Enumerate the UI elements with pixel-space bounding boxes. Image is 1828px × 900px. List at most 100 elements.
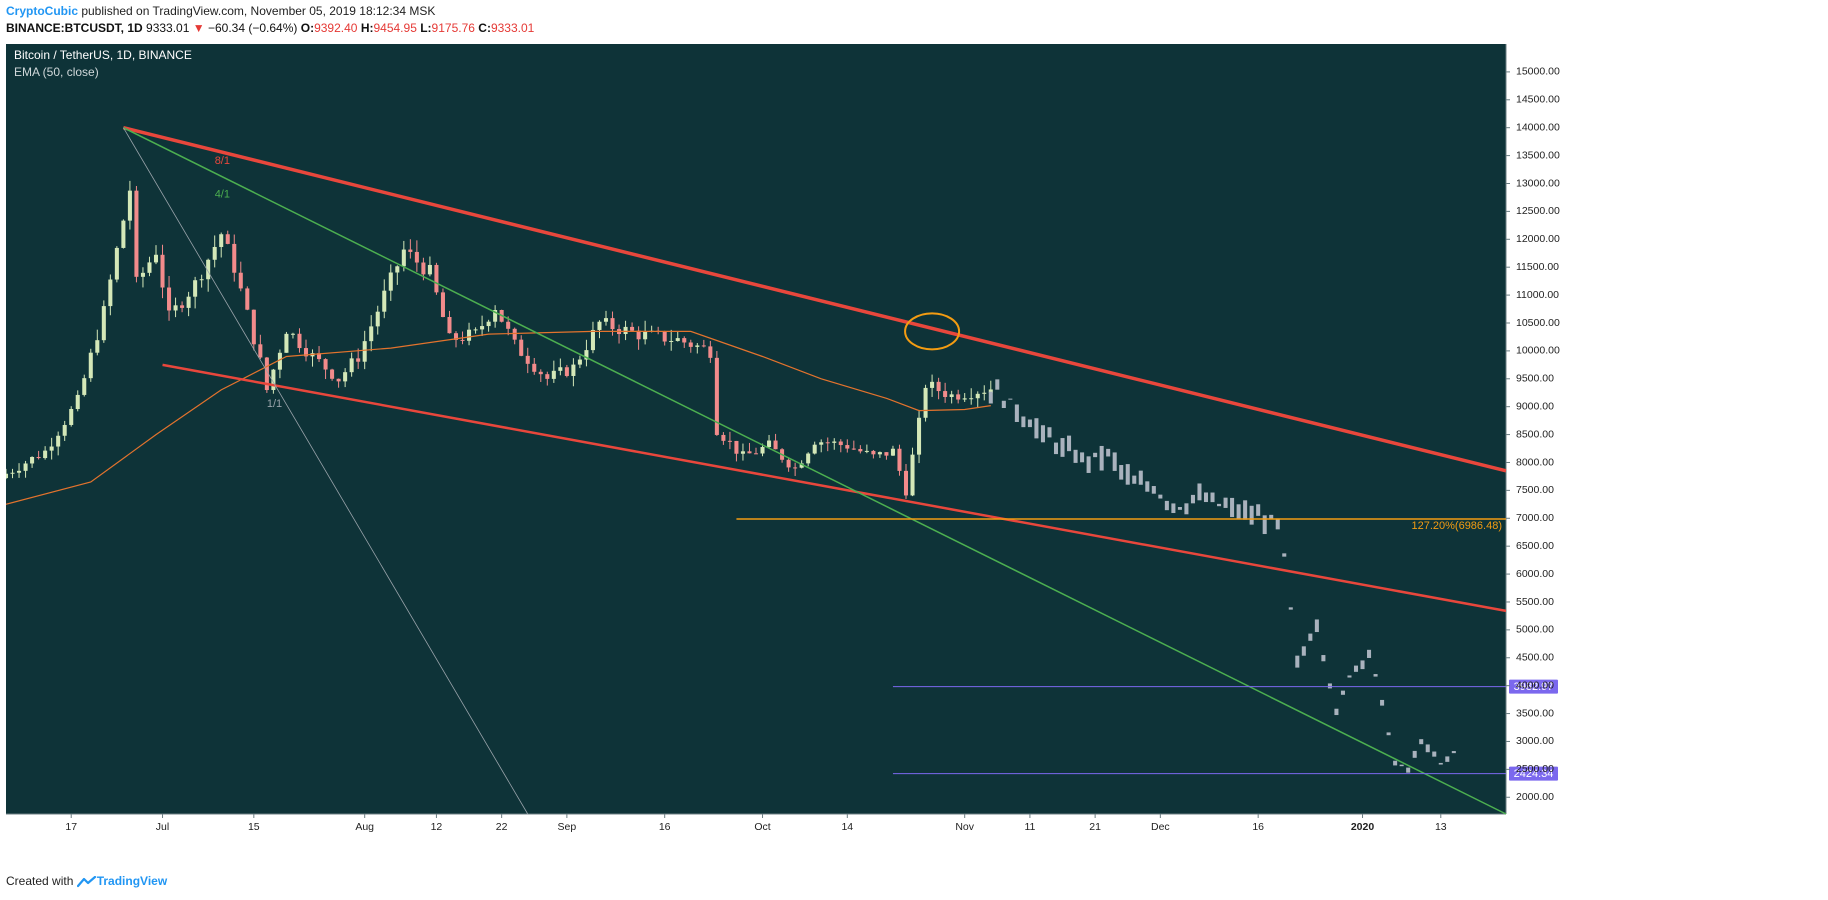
- candle: [571, 358, 576, 387]
- candle: [284, 331, 289, 353]
- candle: [121, 219, 126, 249]
- indicator-legend[interactable]: EMA (50, close): [14, 65, 99, 79]
- price-tick-label: 15000.00: [1516, 66, 1560, 78]
- open-label: O:: [300, 21, 315, 35]
- candle: [75, 390, 80, 412]
- candle: [473, 327, 478, 334]
- chart-header: CryptoCubic published on TradingView.com…: [0, 0, 1828, 42]
- projection-bar: [1034, 418, 1039, 439]
- candle: [943, 382, 948, 403]
- projection-bar: [1275, 518, 1280, 530]
- candle: [819, 439, 824, 453]
- upper-channel-line[interactable]: [122, 125, 1507, 473]
- fan-1-1-line[interactable]: [123, 127, 529, 815]
- candle: [962, 393, 967, 402]
- candle: [147, 256, 152, 277]
- candle: [160, 244, 165, 299]
- quote-line: BINANCE:BTCUSDT, 1D 9333.01 ▼ −60.34 (−0…: [6, 21, 534, 35]
- projection-bar: [1347, 675, 1352, 678]
- plot-background: [6, 44, 1506, 814]
- time-tick-label: 16: [1252, 821, 1264, 833]
- chart-area[interactable]: 127.20%(6986.48) 3982.97 2424.34 8/1 4/1 1/1…: [3, 44, 1828, 862]
- fan-4-1-line[interactable]: [123, 127, 1507, 815]
- candle: [264, 356, 269, 393]
- projection-bar: [1223, 497, 1228, 508]
- candle: [49, 437, 54, 460]
- candle: [434, 262, 439, 295]
- candle: [858, 445, 863, 454]
- projection-bar: [1099, 445, 1104, 471]
- candle: [323, 358, 328, 380]
- candle: [532, 357, 537, 375]
- price-chart[interactable]: 127.20%(6986.48) 3982.97 2424.34 8/1 4/1 1/1…: [3, 44, 1828, 862]
- price-tick-label: 2500.00: [1516, 763, 1554, 775]
- projection-bar: [1360, 660, 1365, 670]
- candle: [838, 439, 843, 453]
- price-tick-label: 12000.00: [1516, 233, 1560, 245]
- price-tick-label: 14000.00: [1516, 121, 1560, 133]
- price-tick-label: 8000.00: [1516, 456, 1554, 468]
- projection-bar: [1393, 760, 1398, 766]
- candle: [10, 468, 15, 479]
- candle: [43, 446, 48, 460]
- candle: [3, 468, 9, 480]
- candle: [884, 452, 889, 460]
- tradingview-link[interactable]: TradingView: [96, 874, 168, 888]
- candle: [851, 440, 856, 450]
- level-axis-label: 2424.34: [1514, 768, 1554, 780]
- projection-bar: [1432, 751, 1437, 757]
- projection-bar: [1164, 500, 1169, 511]
- candle: [36, 450, 41, 460]
- time-tick-label: 2020: [1351, 821, 1375, 833]
- candle: [747, 442, 752, 454]
- candle: [682, 336, 687, 348]
- time-tick-label: Nov: [955, 821, 974, 833]
- projection-bar: [1321, 655, 1326, 662]
- candle: [701, 339, 706, 348]
- candle: [297, 328, 302, 353]
- candle: [558, 358, 563, 376]
- symbol: BINANCE:BTCUSDT, 1D: [6, 21, 143, 35]
- lower-channel-line[interactable]: [162, 363, 1507, 613]
- candle: [388, 264, 393, 301]
- projection-bar: [1230, 497, 1235, 518]
- candle: [206, 258, 211, 292]
- tradingview-logo-icon: [76, 875, 96, 887]
- candle: [140, 267, 145, 288]
- author-link[interactable]: CryptoCubic: [6, 4, 78, 18]
- candle: [343, 368, 348, 388]
- candle: [538, 369, 543, 382]
- projection-bar: [1184, 503, 1189, 515]
- projection-bar: [1106, 448, 1111, 457]
- fan-labels: 8/1 4/1 1/1: [215, 155, 282, 410]
- candle: [936, 377, 941, 400]
- projection-bar: [1288, 607, 1293, 610]
- candle: [982, 385, 987, 401]
- price-axis[interactable]: 2000.00 2500.00 3000.00 3500.00 4000.00 4500.…: [1506, 66, 1560, 803]
- candle: [447, 310, 452, 334]
- projection-bar: [1138, 470, 1143, 485]
- candle: [923, 384, 928, 422]
- candle: [643, 320, 648, 345]
- projection-bar: [1190, 494, 1195, 504]
- candle: [630, 322, 635, 332]
- projection-bar: [1412, 750, 1417, 758]
- horizontal-levels: 127.20%(6986.48) 3982.97 2424.34: [736, 518, 1558, 781]
- candle: [193, 276, 198, 309]
- candle: [480, 315, 485, 336]
- projection-bar: [1236, 504, 1241, 519]
- candle: [427, 256, 432, 277]
- time-axis[interactable]: 17 Jul 15 Aug 12 22 Sep 16 Oct 14 Nov 11 21 Dec 16 2020…: [65, 814, 1447, 833]
- candle: [30, 456, 35, 468]
- candle: [114, 246, 119, 283]
- candle: [88, 348, 93, 382]
- open-value: 9392.40: [314, 21, 358, 35]
- candle: [740, 443, 745, 461]
- candle: [180, 301, 185, 313]
- price-tick-label: 14500.00: [1516, 94, 1560, 106]
- projection-bar: [1021, 416, 1026, 428]
- highlight-ellipse[interactable]: [904, 312, 961, 351]
- projection-bar: [1269, 514, 1274, 519]
- candle: [408, 239, 413, 259]
- projection-bar: [1445, 756, 1450, 762]
